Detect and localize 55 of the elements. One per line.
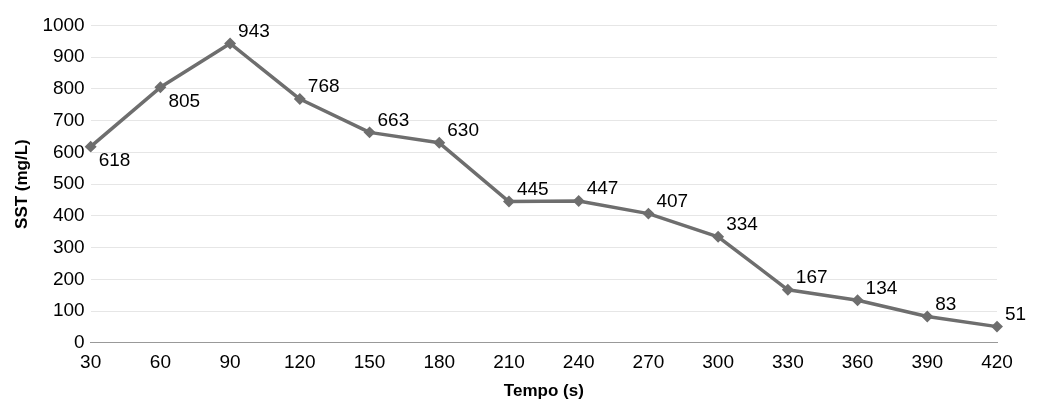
point: [573, 195, 584, 207]
x-tick-label: 420: [981, 351, 1013, 373]
x-tick-label: 150: [353, 351, 386, 373]
data-label: 768: [307, 75, 340, 97]
point: [991, 321, 1003, 332]
y-tick-label: 100: [52, 299, 85, 321]
point: [782, 284, 794, 296]
y-tick-label: 800: [52, 77, 85, 99]
point: [155, 82, 166, 93]
data-label: 943: [238, 19, 270, 41]
data-label: 663: [377, 108, 410, 130]
data-label: 445: [516, 177, 549, 199]
x-tick-label: 210: [493, 351, 525, 373]
y-tick-label: 600: [52, 140, 85, 162]
data-label: 805: [168, 89, 201, 111]
x-tick-label: 60: [149, 351, 171, 373]
data-label: 167: [795, 266, 828, 288]
y-tick-label: 400: [52, 204, 85, 226]
y-tick-label: 700: [52, 108, 85, 130]
point: [852, 295, 863, 306]
y-tick-label: 300: [52, 235, 85, 257]
x-tick-label: 330: [771, 351, 804, 373]
point: [434, 137, 445, 149]
data-label: 447: [586, 177, 619, 199]
point: [85, 141, 96, 152]
y-tick-label: 0: [74, 331, 85, 353]
x-tick-label: 90: [219, 351, 241, 373]
point: [224, 38, 236, 49]
x-tick-label: 30: [80, 351, 102, 373]
x-tick-label: 120: [283, 351, 316, 373]
y-tick-label: 1000: [42, 13, 85, 35]
point: [364, 127, 375, 138]
x-tick-label: 390: [911, 351, 944, 373]
y-axis-title: SST (mg/L): [11, 139, 31, 229]
x-tick-label: 240: [562, 351, 595, 373]
point: [294, 93, 306, 105]
point: [922, 311, 933, 322]
data-label: 334: [726, 213, 759, 235]
y-tick-label: 200: [52, 267, 85, 289]
point: [503, 196, 515, 207]
x-tick-label: 270: [632, 351, 665, 373]
data-label: 83: [935, 292, 957, 314]
y-tick-label: 900: [52, 45, 85, 67]
data-label: 407: [656, 189, 689, 211]
point: [712, 231, 724, 243]
data-label: 51: [1005, 302, 1027, 324]
x-tick-label: 180: [423, 351, 456, 373]
point: [643, 208, 654, 219]
data-label: 134: [865, 276, 898, 298]
data-label: 618: [98, 148, 131, 170]
y-tick-label: 500: [52, 172, 85, 194]
x-axis-title: Tempo (s): [503, 381, 584, 401]
x-tick-label: 360: [841, 351, 874, 373]
x-tick-label: 300: [702, 351, 734, 373]
data-label: 630: [447, 119, 479, 141]
